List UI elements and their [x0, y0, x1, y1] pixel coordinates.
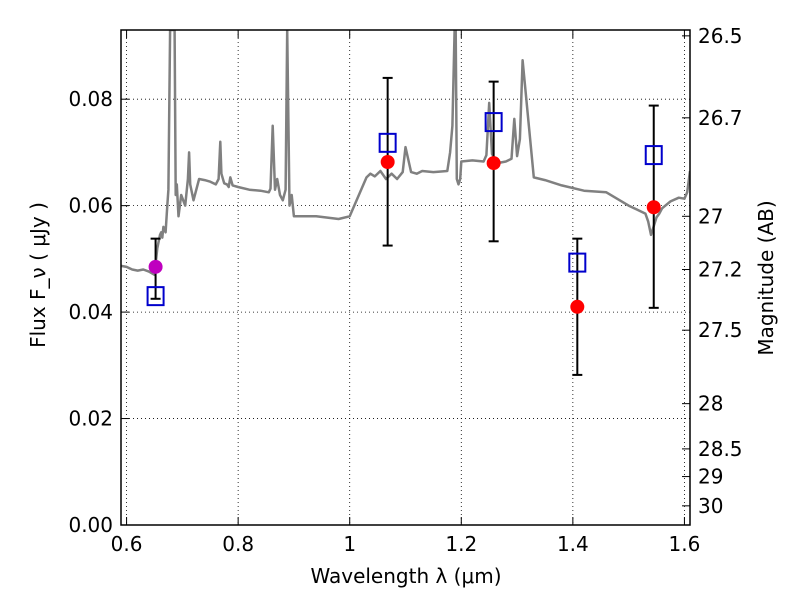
- model-square: [378, 132, 397, 153]
- y2-axis-label: Magnitude (AB): [754, 200, 778, 355]
- y-tick-label: 0.04: [68, 300, 113, 324]
- ticks-layer: 0.6 0.8 1 1.2 1.4 1.6 0.00 0.02 0.04 0.06 0.08 26.5…: [68, 24, 742, 556]
- y2-tick-label: 27.2: [698, 258, 743, 282]
- y-tick-label: 0.00: [68, 513, 113, 537]
- data-point: [380, 155, 395, 169]
- x-tick-label: 0.6: [111, 532, 143, 556]
- y2-tick-label: 28: [698, 392, 723, 416]
- y2-tick-label: 27: [698, 204, 723, 228]
- optical-point: [148, 259, 163, 274]
- x-tick-label: 0.8: [222, 532, 254, 556]
- y2-tick-label: 26.7: [698, 106, 743, 130]
- model-square: [568, 252, 587, 273]
- markers-layer: [146, 76, 663, 376]
- data-point: [486, 156, 501, 171]
- spectrum-line: [121, 30, 690, 277]
- y2-tick-label: 26.5: [698, 24, 743, 48]
- data-point: [570, 299, 585, 314]
- model-square: [146, 286, 165, 307]
- y-tick-label: 0.08: [68, 87, 113, 111]
- model-square: [484, 112, 503, 133]
- spectrum-layer: [121, 30, 690, 277]
- y2-tick-label: 28.5: [698, 437, 743, 461]
- y-axis-label: Flux F_ν ( μJy ): [26, 202, 50, 348]
- x-tick-label: 1: [343, 532, 356, 556]
- x-tick-label: 1.4: [557, 532, 589, 556]
- grid-lines: [121, 30, 690, 526]
- plot-frame: [120, 29, 691, 526]
- y-tick-label: 0.02: [68, 407, 113, 431]
- x-tick-label: 1.6: [669, 532, 701, 556]
- y-tick-label: 0.06: [68, 194, 113, 218]
- model-square: [644, 145, 663, 166]
- y2-tick-label: 30: [698, 494, 723, 518]
- y2-tick-label: 29: [698, 465, 723, 489]
- data-point: [646, 200, 661, 215]
- y2-tick-label: 27.5: [698, 318, 743, 342]
- x-tick-label: 1.2: [445, 532, 477, 556]
- x-axis-label: Wavelength λ (μm): [310, 564, 501, 588]
